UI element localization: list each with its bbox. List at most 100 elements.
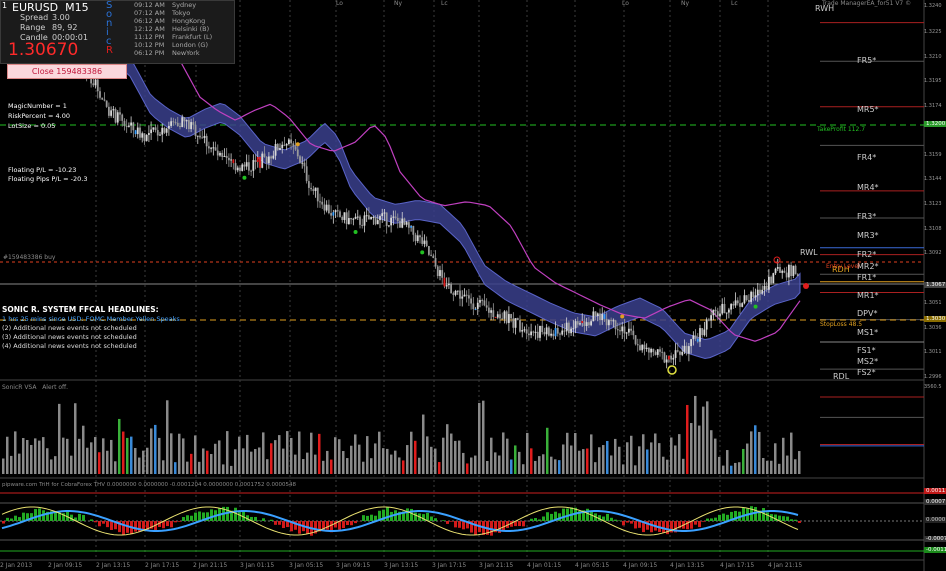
osc-bar — [294, 521, 297, 530]
osc-bar — [598, 515, 601, 521]
volume-bar — [758, 431, 761, 474]
osc-bar — [430, 516, 433, 521]
osc-bar — [66, 510, 69, 521]
volume-bar — [110, 439, 113, 474]
volume-bar — [434, 448, 437, 474]
candle-stat: Candle 00:00:01 — [20, 33, 88, 42]
volume-bar — [66, 438, 69, 474]
osc-bar — [58, 512, 61, 521]
volume-bar — [34, 438, 37, 474]
level-fr4: FR4* — [857, 153, 877, 162]
order-line-label[interactable]: #159483386 buy — [3, 254, 56, 261]
session-marker-lc: Lc — [731, 0, 738, 7]
osc-bar — [530, 518, 533, 521]
candle-body — [343, 212, 346, 220]
candle-body — [232, 159, 235, 164]
volume-bar — [262, 432, 265, 474]
volume-bar — [582, 449, 585, 474]
osc-bar — [586, 508, 589, 521]
candle-body — [443, 277, 446, 287]
candle-body — [572, 328, 575, 330]
volume-bar — [42, 437, 45, 474]
candle-body — [654, 352, 657, 355]
date-label: 4 Jan 09:15 — [623, 562, 658, 569]
candle-body — [341, 216, 344, 220]
osc-bar — [446, 521, 449, 524]
volume-bar — [606, 440, 609, 474]
volume-bar — [618, 446, 621, 474]
volume-bar — [62, 437, 65, 474]
candle-body — [436, 266, 439, 277]
osc-bar — [298, 521, 301, 534]
volume-bar — [246, 434, 249, 474]
osc-bar — [554, 511, 557, 521]
volume-bar — [438, 462, 441, 474]
date-label: 2 Jan 2013 — [0, 562, 33, 569]
candle-body — [352, 218, 355, 220]
volume-bar — [282, 448, 285, 474]
osc-bar — [278, 521, 281, 525]
candle-body — [641, 344, 644, 351]
stop-loss-label: StopLoss 48.5 — [820, 321, 863, 328]
volume-bar — [718, 456, 721, 474]
volume-bar — [458, 440, 461, 474]
candle-body — [292, 143, 295, 147]
volume-bar — [714, 438, 717, 474]
candle-body — [450, 283, 453, 294]
candle-body — [403, 218, 406, 225]
volume-bar — [238, 436, 241, 474]
osc-bar — [450, 521, 453, 522]
candle-body — [350, 218, 353, 220]
osc-bar — [290, 521, 293, 532]
candle-body — [216, 150, 219, 156]
bid-price-tag: 1.3067 — [924, 282, 946, 288]
close-order-button[interactable]: Close 159483386 — [7, 64, 127, 79]
candle-body — [679, 351, 681, 355]
candle-body — [256, 156, 259, 162]
spread-stat: Spread 3.00 — [20, 13, 70, 22]
volume-bar — [426, 436, 429, 474]
osc-bar — [398, 511, 401, 521]
osc-bar — [374, 515, 377, 521]
volume-bar — [94, 437, 97, 474]
candle-body — [465, 294, 468, 296]
volume-bar — [98, 452, 101, 474]
volume-bar — [538, 456, 541, 474]
candle-body — [241, 164, 244, 171]
osc-bar — [522, 521, 525, 527]
volume-bar — [530, 448, 533, 474]
volume-bar — [454, 440, 457, 474]
volume-bar — [798, 451, 801, 474]
volume-bar — [286, 431, 289, 474]
volume-bar — [722, 465, 725, 474]
candle-body — [490, 310, 493, 313]
volume-bar — [126, 437, 129, 474]
volume-bar — [470, 457, 473, 474]
volume-bar — [218, 440, 221, 474]
volume-bar — [170, 433, 173, 474]
osc-bar — [38, 508, 41, 521]
volume-bar — [46, 448, 49, 474]
volume-bar — [202, 448, 205, 474]
candle-body — [643, 344, 646, 349]
candle-body — [452, 293, 455, 295]
osc-bar — [378, 510, 381, 521]
osc-bar — [678, 521, 681, 529]
osc-bar — [662, 521, 665, 533]
candle-body — [425, 240, 428, 247]
candle-body — [681, 351, 684, 355]
date-label: 3 Jan 21:15 — [479, 562, 514, 569]
volume-bar — [306, 452, 309, 474]
osc-bar — [258, 520, 261, 521]
osc-bar — [454, 521, 457, 528]
volume-bar — [734, 462, 737, 474]
price-axis-label: 1.3123 — [924, 201, 942, 207]
candle-body — [154, 127, 157, 131]
candle-body — [794, 265, 797, 275]
volume-bar — [662, 456, 665, 474]
candle-body — [583, 320, 586, 327]
osc-bar — [274, 521, 277, 525]
volume-bar — [766, 460, 769, 474]
candle-body — [585, 322, 588, 327]
candle-body — [701, 328, 704, 336]
